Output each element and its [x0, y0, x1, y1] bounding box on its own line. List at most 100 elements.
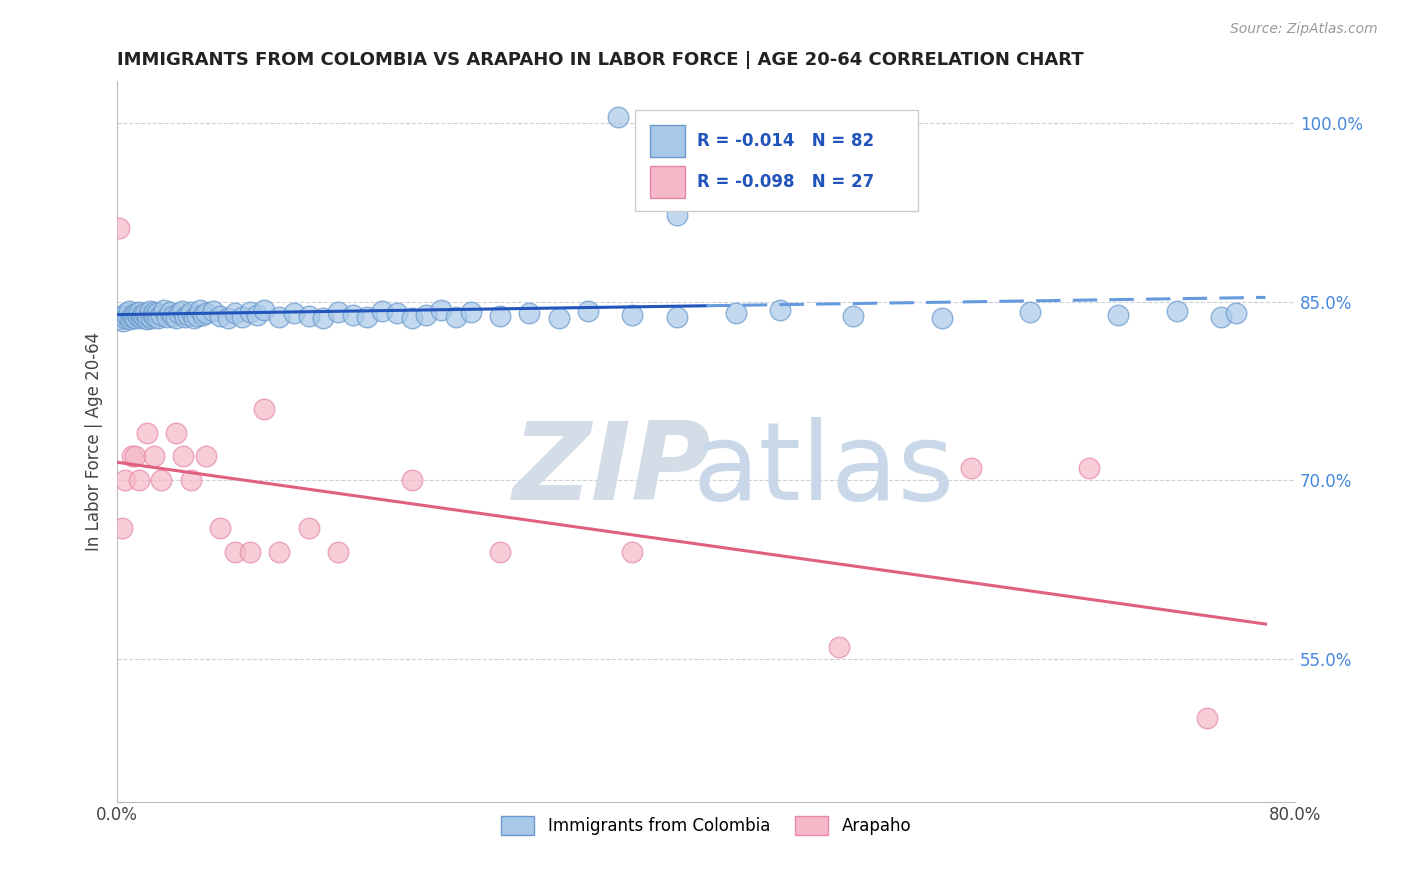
Point: [172, 450, 194, 464]
Point: [269, 310, 291, 324]
Point: [209, 309, 232, 323]
Point: [769, 302, 792, 317]
Point: [118, 304, 141, 318]
Point: [107, 220, 129, 235]
Point: [124, 450, 146, 464]
Point: [665, 208, 688, 222]
Point: [430, 302, 453, 317]
Point: [1225, 306, 1247, 320]
Point: [253, 401, 276, 416]
Point: [621, 544, 644, 558]
Point: [110, 309, 132, 323]
Point: [129, 311, 152, 326]
Point: [489, 544, 512, 558]
Point: [135, 425, 157, 440]
Point: [143, 450, 166, 464]
Point: [665, 310, 688, 324]
Point: [114, 473, 136, 487]
Bar: [650, 125, 685, 157]
Point: [180, 473, 202, 487]
Point: [201, 304, 224, 318]
Point: [415, 308, 437, 322]
Point: [842, 309, 865, 323]
Point: [136, 309, 159, 323]
Point: [150, 473, 173, 487]
Text: ZIP: ZIP: [513, 417, 711, 524]
Point: [143, 305, 166, 319]
Point: [239, 305, 262, 319]
Point: [385, 306, 408, 320]
Point: [141, 308, 163, 322]
Point: [489, 309, 512, 323]
Point: [110, 521, 132, 535]
Point: [165, 311, 187, 326]
Point: [576, 304, 599, 318]
Point: [224, 306, 246, 320]
Text: Source: ZipAtlas.com: Source: ZipAtlas.com: [1230, 22, 1378, 37]
Point: [231, 310, 253, 324]
Point: [117, 309, 139, 323]
Point: [401, 473, 423, 487]
Point: [326, 305, 349, 319]
Point: [145, 310, 167, 324]
Point: [1166, 304, 1188, 318]
Point: [312, 311, 335, 326]
Point: [186, 309, 208, 323]
Point: [153, 302, 176, 317]
Point: [239, 544, 262, 558]
Point: [138, 304, 160, 318]
Point: [165, 425, 187, 440]
Point: [269, 544, 291, 558]
Text: IMMIGRANTS FROM COLOMBIA VS ARAPAHO IN LABOR FORCE | AGE 20-64 CORRELATION CHART: IMMIGRANTS FROM COLOMBIA VS ARAPAHO IN L…: [117, 51, 1084, 69]
Point: [108, 312, 131, 326]
Point: [606, 110, 628, 124]
Point: [121, 450, 143, 464]
Point: [519, 306, 541, 320]
Point: [170, 304, 193, 318]
Point: [120, 312, 142, 326]
Point: [960, 461, 983, 475]
Text: R = -0.098   N = 27: R = -0.098 N = 27: [697, 173, 875, 191]
Point: [124, 311, 146, 326]
Point: [150, 308, 173, 322]
Point: [209, 521, 232, 535]
Point: [253, 302, 276, 317]
Point: [139, 311, 162, 326]
Y-axis label: In Labor Force | Age 20-64: In Labor Force | Age 20-64: [86, 332, 103, 551]
Point: [132, 310, 155, 324]
Point: [1077, 461, 1099, 475]
Point: [283, 306, 305, 320]
Point: [217, 311, 239, 326]
Point: [547, 311, 569, 326]
Point: [159, 305, 181, 319]
Point: [128, 473, 150, 487]
Point: [1019, 305, 1042, 319]
Point: [174, 310, 197, 324]
Point: [121, 310, 143, 324]
Point: [460, 305, 482, 319]
Point: [444, 310, 467, 324]
Point: [224, 544, 246, 558]
Point: [326, 544, 349, 558]
Point: [127, 309, 149, 323]
Point: [724, 306, 747, 320]
Point: [1195, 711, 1218, 725]
Point: [125, 306, 148, 320]
Bar: [650, 166, 685, 198]
Point: [194, 450, 217, 464]
Point: [146, 306, 169, 320]
Point: [135, 312, 157, 326]
Point: [112, 313, 135, 327]
Point: [194, 306, 217, 320]
Point: [134, 306, 156, 320]
Point: [191, 308, 214, 322]
Point: [371, 304, 394, 318]
Point: [122, 308, 145, 322]
Point: [131, 308, 153, 322]
Point: [931, 311, 953, 326]
Point: [177, 308, 200, 322]
Point: [180, 305, 202, 319]
Point: [1107, 308, 1129, 322]
Point: [188, 302, 211, 317]
FancyBboxPatch shape: [636, 110, 918, 211]
